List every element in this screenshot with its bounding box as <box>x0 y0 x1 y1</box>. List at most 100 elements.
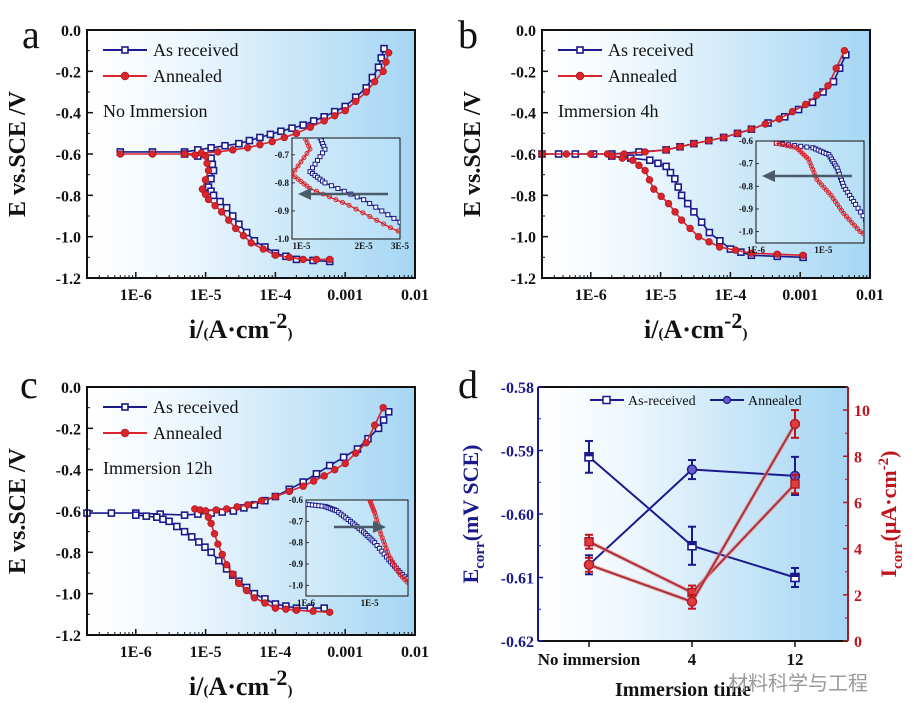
inset-point-as-received <box>885 240 889 244</box>
data-point-annealed <box>309 477 318 485</box>
data-point-as-received-icorr <box>584 537 594 547</box>
legend-marker-annealed <box>575 71 585 81</box>
inset-point-as-received <box>906 249 910 253</box>
data-point-annealed <box>320 117 328 125</box>
inset-point-as-received <box>506 259 510 263</box>
inset-y-tick-label: -0.8 <box>275 178 290 188</box>
inset-point-annealed <box>849 220 855 226</box>
inset-point-annealed <box>476 602 480 606</box>
inset-x-tick-label: 3E-5 <box>391 241 410 251</box>
data-point-annealed <box>148 150 157 158</box>
legend-marker-annealed <box>120 71 130 81</box>
data-point-annealed <box>326 608 334 616</box>
inset-point-annealed <box>295 163 301 169</box>
data-point-as-received <box>153 513 161 522</box>
arrow-right-icon <box>373 521 386 533</box>
data-point-as-received <box>235 139 243 148</box>
x-tick-label: 4 <box>688 650 697 669</box>
data-point-as-received <box>221 141 229 150</box>
data-point-annealed <box>608 152 616 160</box>
data-point-as-received <box>180 527 189 536</box>
data-point-as-received <box>222 203 231 212</box>
data-point-annealed <box>271 604 280 612</box>
left-y-tick-label: -0.59 <box>501 444 534 461</box>
inset-point-as-received <box>798 143 804 149</box>
data-point-annealed <box>292 129 301 138</box>
y-axis-title: E vs.SCE /V <box>5 90 31 217</box>
data-point-annealed <box>562 150 571 158</box>
y-tick-label: -0.8 <box>56 545 81 562</box>
inset-chart: -0.7-0.8-0.9-1.01E-5 2E-5 3E-5 <box>275 137 510 263</box>
left-y-tick-label: -0.58 <box>501 380 534 397</box>
data-point-annealed <box>191 151 199 159</box>
inset-point-annealed <box>894 244 898 248</box>
data-point-annealed <box>203 159 211 167</box>
data-point-as-received <box>705 228 714 237</box>
data-point-annealed <box>676 143 684 151</box>
arrow-left-icon <box>762 170 775 182</box>
data-point-as-received <box>228 212 237 220</box>
x-axis-title-sup: -2 <box>269 665 287 690</box>
data-point-annealed <box>232 224 240 233</box>
inset-point-annealed <box>482 257 486 261</box>
data-point-annealed <box>385 49 393 57</box>
legend-label-as-received: As received <box>153 40 238 60</box>
inset-point-as-received <box>391 215 397 221</box>
inset-point-as-received <box>385 212 391 218</box>
inset-x-tick-label: 1E-5 <box>361 598 380 608</box>
inset-y-tick-label: -0.8 <box>289 538 304 548</box>
inset-point-annealed <box>852 223 858 229</box>
y-tick-label: -1.0 <box>56 230 81 247</box>
x-axis-title-unit: A·cm <box>208 672 269 701</box>
inset-point-annealed <box>461 601 465 605</box>
data-point-annealed-icorr <box>583 559 595 570</box>
data-point-annealed <box>341 459 349 468</box>
inset-y-tick-label: -0.6 <box>739 136 754 146</box>
inset-point-annealed <box>447 600 451 604</box>
x-axis-title-paren: ( <box>203 683 208 699</box>
data-point-as-received <box>374 63 383 71</box>
data-point-as-received <box>195 538 203 546</box>
data-point-annealed <box>201 176 210 184</box>
inset-point-annealed <box>346 202 352 208</box>
data-point-annealed <box>214 540 222 548</box>
inset-x-tick-label: 2E-5 <box>355 241 374 251</box>
inset-y-tick-label: -0.7 <box>275 150 290 160</box>
inset-x-tick-label: 1E-5 <box>292 241 311 251</box>
inset-point-as-received <box>863 217 864 223</box>
inset-line-annealed <box>776 142 864 235</box>
inset-y-tick-label: -0.9 <box>275 206 290 216</box>
inset-point-annealed <box>875 239 879 243</box>
data-point-annealed <box>299 482 307 490</box>
x-tick-label: 1E-5 <box>190 644 222 661</box>
inset-chart: -0.6 -0.7 -0.8 -0.9 -1.0 1E-6 1E-5 <box>739 136 910 255</box>
y-tick-label: -1.2 <box>511 271 536 288</box>
inset-point-as-received <box>899 247 903 251</box>
right-y-axis-title-main: I <box>876 569 901 578</box>
inset-point-annealed <box>458 251 462 255</box>
right-y-axis-title-close: ) <box>876 451 901 458</box>
inset-point-annealed <box>854 226 860 232</box>
inset-y-tick-label: -0.7 <box>739 159 754 169</box>
inset-point-annealed <box>434 245 438 249</box>
data-point-as-received <box>379 416 388 424</box>
inset-point-annealed <box>841 211 847 217</box>
inset-point-annealed <box>438 599 442 603</box>
data-point-as-received <box>256 133 264 142</box>
inset-point-annealed <box>388 225 394 231</box>
data-point-as-received <box>674 183 683 191</box>
data-point-as-received <box>215 556 223 565</box>
data-point-annealed <box>330 465 339 474</box>
inset-point-as-received <box>872 228 876 232</box>
data-point-as-received <box>277 127 285 136</box>
data-point-annealed <box>362 439 370 447</box>
inset-point-annealed <box>304 150 310 156</box>
legend-label-as-received: As received <box>608 40 693 60</box>
inset-point-as-received <box>804 144 810 150</box>
y-tick-label: -1.2 <box>56 628 81 645</box>
left-y-axis-title-rest: (mV SCE) <box>458 445 483 542</box>
inset-point-annealed <box>298 159 304 165</box>
data-point-annealed <box>259 245 267 253</box>
condition-annotation: No Immersion <box>103 101 207 121</box>
inset-point-annealed <box>419 239 423 243</box>
